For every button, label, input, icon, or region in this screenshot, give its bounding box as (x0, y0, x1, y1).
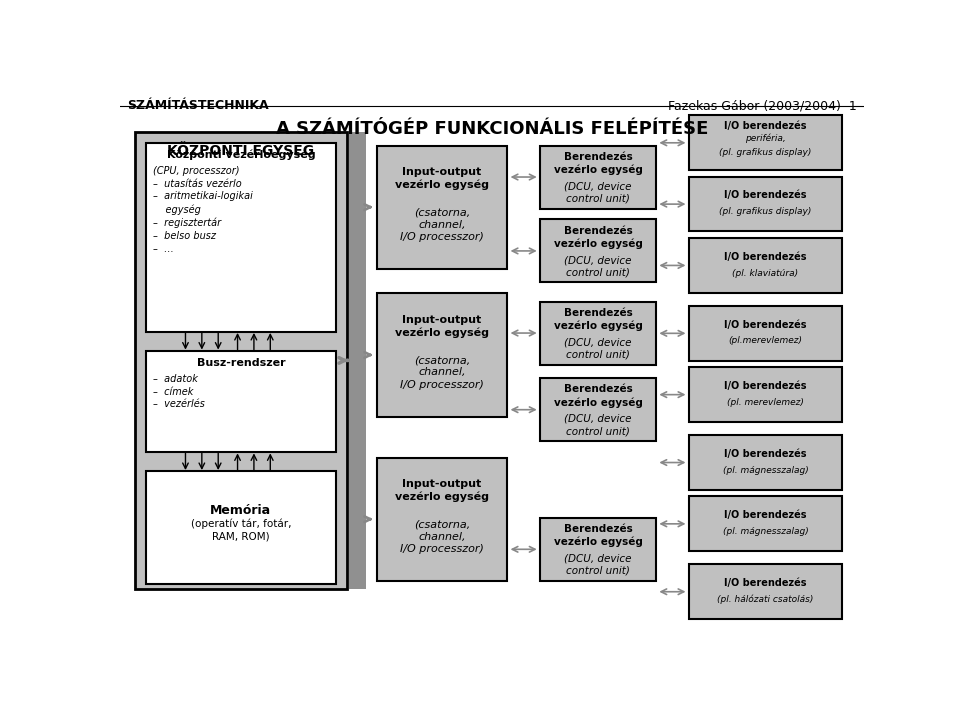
Text: –  adatok
–  címek
–  vezérlés: – adatok – címek – vezérlés (154, 374, 205, 410)
Text: Berendezés
vezérlo egység: Berendezés vezérlo egység (554, 152, 642, 175)
Bar (540, 220, 656, 282)
Bar (376, 294, 507, 417)
Text: (pl.merevlemez): (pl.merevlemez) (729, 336, 803, 346)
Text: (pl. mágnesszalag): (pl. mágnesszalag) (723, 466, 808, 475)
Text: (DCU, device
control unit): (DCU, device control unit) (564, 553, 632, 576)
Bar (376, 146, 507, 269)
Text: (pl. mágnesszalag): (pl. mágnesszalag) (723, 527, 808, 536)
Bar (689, 115, 842, 170)
Bar (689, 177, 842, 232)
Text: (csatorna,
channel,
I/O processzor): (csatorna, channel, I/O processzor) (400, 207, 484, 242)
Bar (146, 471, 336, 584)
Text: Berendezés
vezérlo egység: Berendezés vezérlo egység (554, 524, 642, 547)
Bar (689, 565, 842, 619)
Text: I/O berendezés: I/O berendezés (724, 381, 806, 391)
Bar (540, 378, 656, 441)
Text: (pl. klaviatúra): (pl. klaviatúra) (732, 269, 799, 277)
Bar (689, 238, 842, 293)
Bar (689, 306, 842, 360)
Text: SZÁMÍTÁSTECHNIKA: SZÁMÍTÁSTECHNIKA (128, 99, 269, 112)
Text: Input-output
vezérlo egység: Input-output vezérlo egység (395, 479, 489, 502)
Text: I/O berendezés: I/O berendezés (724, 319, 806, 330)
Text: A SZÁMÍTÓGÉP FUNKCIONÁLIS FELÉPÍTÉSE: A SZÁMÍTÓGÉP FUNKCIONÁLIS FELÉPÍTÉSE (276, 120, 708, 138)
Bar (146, 351, 336, 452)
Text: I/O berendezés: I/O berendezés (724, 252, 806, 262)
Bar (540, 146, 656, 208)
Text: Berendezés
vezérlo egység: Berendezés vezérlo egység (554, 385, 642, 407)
Text: Input-output
vezérlo egység: Input-output vezérlo egység (395, 167, 489, 190)
Bar (540, 301, 656, 365)
Bar (146, 143, 336, 331)
Text: (pl. grafikus display): (pl. grafikus display) (719, 148, 811, 157)
Text: I/O berendezés: I/O berendezés (724, 510, 806, 520)
Bar (689, 496, 842, 551)
Text: (operatív tár, fotár,
RAM, ROM): (operatív tár, fotár, RAM, ROM) (191, 518, 291, 542)
Text: Fazekas Gábor (2003/2004)  1: Fazekas Gábor (2003/2004) 1 (668, 99, 856, 112)
Text: KÖZPONTI EGYSÉG: KÖZPONTI EGYSÉG (167, 144, 315, 158)
Bar (349, 132, 366, 589)
Bar (134, 132, 347, 589)
Text: (csatorna,
channel,
I/O processzor): (csatorna, channel, I/O processzor) (400, 519, 484, 554)
Bar (376, 458, 507, 581)
Text: Memória: Memória (210, 505, 272, 518)
Bar (689, 368, 842, 422)
Text: I/O berendezés: I/O berendezés (724, 191, 806, 201)
Text: Busz-rendszer: Busz-rendszer (197, 358, 285, 368)
Text: I/O berendezés: I/O berendezés (724, 578, 806, 588)
Text: (csatorna,
channel,
I/O processzor): (csatorna, channel, I/O processzor) (400, 355, 484, 390)
Text: (DCU, device
control unit): (DCU, device control unit) (564, 337, 632, 360)
Text: I/O berendezés: I/O berendezés (724, 449, 806, 459)
Text: (DCU, device
control unit): (DCU, device control unit) (564, 181, 632, 203)
Bar (689, 435, 842, 490)
Text: I/O berendezés: I/O berendezés (724, 122, 806, 132)
Text: (pl. hálózati csatolás): (pl. hálózati csatolás) (717, 594, 814, 604)
Text: (DCU, device
control unit): (DCU, device control unit) (564, 255, 632, 277)
Text: periféria,: periféria, (745, 134, 786, 143)
Text: Berendezés
vezérlo egység: Berendezés vezérlo egység (554, 308, 642, 331)
Text: Input-output
vezérlo egység: Input-output vezérlo egység (395, 315, 489, 338)
Text: Berendezés
vezérlo egység: Berendezés vezérlo egység (554, 225, 642, 249)
Text: Központi vezérloegység: Központi vezérloegység (167, 150, 315, 161)
Text: (pl. merevlemez): (pl. merevlemez) (727, 398, 804, 407)
Text: (DCU, device
control unit): (DCU, device control unit) (564, 414, 632, 437)
Text: (pl. grafikus display): (pl. grafikus display) (719, 208, 811, 216)
Text: (CPU, processzor)
–  utasítás vezérlo
–  aritmetikai-logikai
    egység
–  regis: (CPU, processzor) – utasítás vezérlo – a… (154, 166, 253, 254)
Bar (540, 518, 656, 581)
